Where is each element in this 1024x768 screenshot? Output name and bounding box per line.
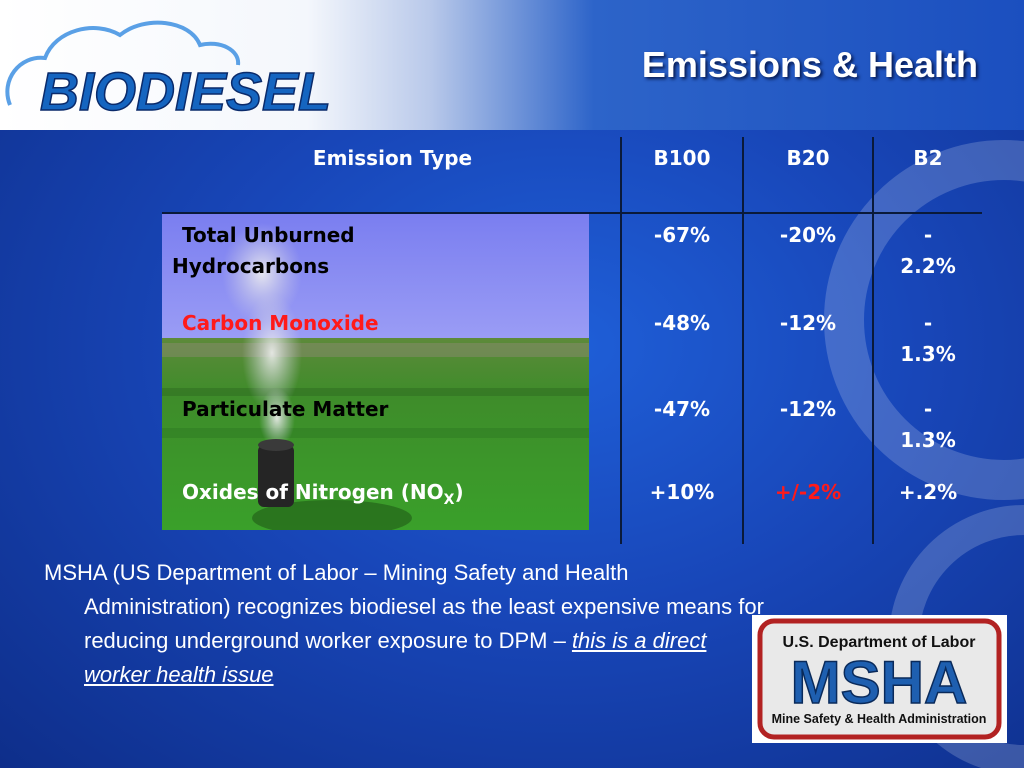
row-label-oxides-of-nitrogen: Oxides of Nitrogen (NOX): [182, 477, 582, 515]
column-header-b100: B100: [653, 146, 711, 170]
body-text: MSHA (US Department of Labor – Mining Sa…: [44, 560, 764, 653]
table-divider: [620, 137, 622, 544]
table-header-rule: [162, 212, 982, 214]
row-label-particulate-matter: Particulate Matter: [182, 397, 389, 421]
cell-b20: +/-2%: [774, 480, 842, 504]
emphasis-link[interactable]: this is a direct worker health issue: [84, 628, 707, 687]
table-divider: [872, 137, 874, 544]
msha-logo: U.S. Department of Labor MSHA Mine Safet…: [752, 615, 1007, 743]
cell-b100: -47%: [653, 397, 711, 421]
msha-logo-bottom-text: Mine Safety & Health Administration: [772, 712, 987, 726]
cell-b2: 2.2%: [900, 254, 956, 278]
biodiesel-logo: BIODIESEL: [5, 20, 332, 122]
cell-b100: +10%: [649, 480, 715, 504]
header-band: BIODIESEL Emissions & Health: [0, 0, 1024, 130]
row-label-suffix: ): [454, 480, 464, 504]
row-label-prefix: Oxides of Nitrogen (NO: [182, 480, 444, 504]
column-header-b2: B2: [913, 146, 943, 170]
column-header-b20: B20: [786, 146, 830, 170]
body-paragraph: MSHA (US Department of Labor – Mining Sa…: [44, 556, 774, 692]
table-divider: [742, 137, 744, 544]
cell-b100: -48%: [653, 311, 711, 335]
cell-b2: -: [923, 397, 933, 421]
cell-b2: 1.3%: [900, 428, 956, 452]
emission-scene-image: [162, 213, 589, 530]
cell-b2: -: [923, 223, 933, 247]
row-label-subscript: X: [443, 492, 455, 508]
cell-b100: -67%: [653, 223, 711, 247]
cell-b2: -: [923, 311, 933, 335]
cell-b2: +.2%: [898, 480, 958, 504]
row-label-hydrocarbons-line2: Hydrocarbons: [172, 254, 330, 278]
cell-b20: -12%: [779, 311, 837, 335]
msha-logo-top-text: U.S. Department of Labor: [783, 634, 976, 651]
cell-b2: 1.3%: [900, 342, 956, 366]
cell-b20: -20%: [779, 223, 837, 247]
row-label-hydrocarbons-line1: Total Unburned: [182, 223, 355, 247]
cell-b20: -12%: [779, 397, 837, 421]
msha-logo-main-text: MSHA: [791, 649, 968, 716]
logo-text: BIODIESEL: [40, 62, 331, 122]
row-label-carbon-monoxide: Carbon Monoxide: [182, 311, 379, 335]
page-title: Emissions & Health: [641, 44, 978, 85]
column-header-emission-type: Emission Type: [312, 146, 473, 170]
